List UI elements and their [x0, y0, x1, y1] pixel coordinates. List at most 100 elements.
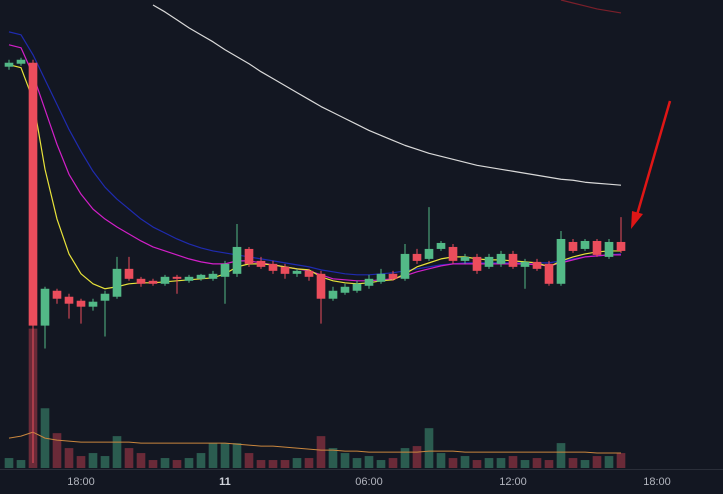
candle-body	[604, 241, 614, 257]
candle	[544, 260, 554, 286]
candle-body	[508, 253, 518, 267]
volume-bar	[88, 453, 98, 468]
volume-bar	[124, 448, 134, 468]
candle-body	[316, 273, 326, 299]
volume-bar	[280, 460, 290, 468]
candle-body	[556, 238, 566, 284]
candle	[568, 238, 578, 253]
volume-bar	[316, 436, 326, 468]
candle	[172, 274, 182, 294]
volume-bar	[148, 460, 158, 468]
candle	[532, 258, 542, 271]
candle	[304, 268, 314, 281]
volume-bar	[16, 460, 26, 468]
volume-bar	[136, 453, 146, 468]
candle	[124, 256, 134, 281]
candle-body	[616, 241, 626, 251]
candle-body	[280, 266, 290, 274]
volume-bar	[400, 448, 410, 468]
volume-bar	[616, 453, 626, 468]
ma-line	[8, 31, 622, 276]
candle-body	[88, 301, 98, 307]
volume-bar	[376, 460, 386, 468]
candle-body	[388, 273, 398, 279]
candle	[460, 253, 470, 264]
candle	[52, 288, 62, 304]
volume-ma-line	[8, 431, 621, 454]
volume-bar	[508, 456, 518, 468]
candle	[196, 273, 206, 281]
candle-body	[364, 278, 374, 286]
candle	[268, 260, 278, 274]
candle-body	[568, 241, 578, 251]
candle	[244, 246, 254, 267]
volume-bar	[364, 456, 374, 468]
candle	[604, 238, 614, 259]
candle-body	[220, 263, 230, 277]
candle-body	[292, 270, 302, 274]
candle-body	[304, 270, 314, 277]
candle-body	[268, 263, 278, 271]
candle-body	[520, 261, 530, 267]
candle-body	[124, 268, 134, 279]
candle	[496, 250, 506, 267]
candle	[100, 290, 110, 337]
candle-body	[460, 256, 470, 261]
candle-body	[436, 242, 446, 249]
volume-bar	[244, 453, 254, 468]
candle-body	[184, 276, 194, 281]
candle-body	[448, 246, 458, 261]
ma-line	[152, 4, 622, 186]
candle-body	[76, 300, 86, 307]
candle-body	[532, 261, 542, 269]
volume-bar	[52, 433, 62, 468]
volume-bar	[76, 456, 86, 468]
candle	[616, 217, 626, 253]
volume-bar	[388, 458, 398, 468]
candle-body	[412, 253, 422, 261]
candle-body	[112, 268, 122, 297]
candle	[316, 270, 326, 324]
candle-body	[340, 286, 350, 293]
volume-bar	[208, 443, 218, 468]
candle-body	[196, 274, 206, 279]
candle	[208, 270, 218, 281]
candle	[508, 250, 518, 269]
x-tick-label: 11	[219, 476, 231, 488]
volume-bar	[592, 456, 602, 468]
volume-bar	[544, 460, 554, 468]
candle-body	[328, 290, 338, 299]
x-tick-label: 18:00	[643, 476, 671, 488]
candle	[136, 276, 146, 287]
candle	[448, 243, 458, 264]
candle-body	[544, 263, 554, 284]
candle	[580, 238, 590, 251]
volume-bar	[112, 436, 122, 468]
candle	[388, 270, 398, 281]
volume-bar	[556, 443, 566, 468]
candle-body	[496, 253, 506, 264]
candle	[520, 258, 530, 289]
candle-body	[400, 253, 410, 279]
volume-bar	[64, 448, 74, 468]
annotation-arrow	[631, 100, 672, 229]
x-tick-label: 18:00	[67, 476, 95, 488]
volume-bar	[484, 458, 494, 468]
candle	[280, 263, 290, 279]
candle-body	[28, 62, 38, 326]
volume-bar	[496, 458, 506, 468]
volume-bar	[580, 460, 590, 468]
candle	[436, 240, 446, 251]
volume-bar	[160, 458, 170, 468]
candle	[412, 248, 422, 264]
candle	[328, 286, 338, 301]
candle	[148, 278, 158, 286]
ma-line	[560, 0, 622, 14]
candle	[292, 268, 302, 277]
candle	[364, 274, 374, 289]
candle	[220, 260, 230, 304]
volume-bar	[520, 460, 530, 468]
volume-bar	[352, 458, 362, 468]
volume-bar	[292, 458, 302, 468]
